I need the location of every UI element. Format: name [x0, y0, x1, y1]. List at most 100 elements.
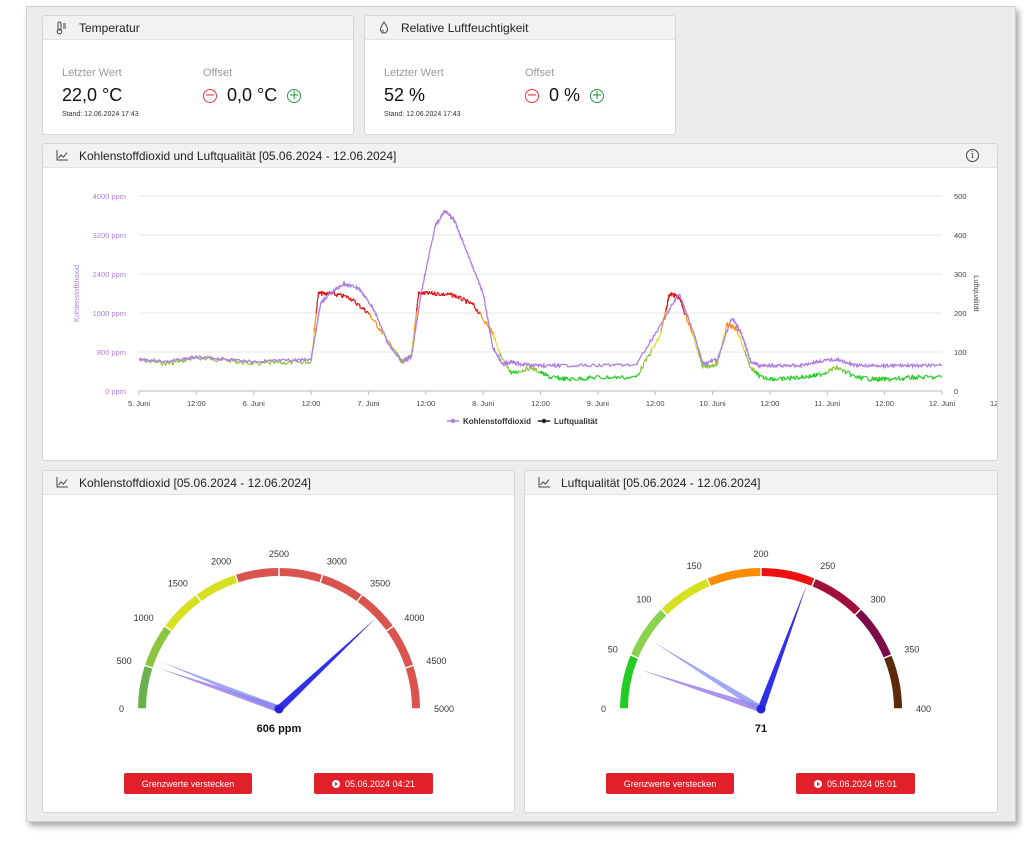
aq-hide-limits-button[interactable]: Grenzwerte verstecken: [606, 773, 734, 794]
aq-line-segment: [535, 368, 538, 373]
aq-line-segment: [460, 295, 462, 301]
aq-line-segment: [919, 375, 921, 378]
aq-line-segment: [737, 334, 740, 337]
x-tick-label: 12. Juni: [929, 399, 956, 408]
aq-line-segment: [367, 311, 369, 314]
info-icon[interactable]: i: [966, 149, 979, 162]
aq-line-segment: [352, 298, 355, 301]
aq-line-segment: [888, 379, 891, 382]
aq-line-segment: [339, 292, 342, 295]
aq-line-segment: [843, 369, 845, 371]
aq-line-segment: [684, 313, 686, 315]
aq-line-segment: [425, 291, 427, 294]
aq-line-segment: [427, 292, 430, 295]
aq-line-segment: [366, 310, 369, 313]
aq-line-segment: [806, 375, 808, 378]
gauge-tick-label: 1500: [168, 579, 188, 589]
co2-time-button[interactable]: 05.06.2024 04:21: [314, 773, 433, 794]
aq-line-segment: [395, 349, 397, 354]
aq-line-segment: [763, 377, 766, 380]
aq-line-segment: [870, 379, 873, 382]
legend-co2-label[interactable]: Kohlenstoffdioxid: [463, 417, 531, 426]
combined-chart-header: Kohlenstoffdioxid und Luftqualität [05.0…: [43, 144, 997, 168]
aq-line-segment: [789, 378, 791, 381]
aq-line-segment: [683, 309, 685, 314]
aq-line-segment: [936, 375, 939, 378]
y-left-tick-label: 800 ppm: [97, 348, 126, 357]
aq-line-segment: [376, 323, 378, 328]
aq-line-segment: [524, 366, 527, 372]
aq-line-segment: [269, 361, 272, 365]
aq-line-segment: [689, 326, 692, 330]
co2-time-label: 05.06.2024 04:21: [344, 778, 416, 789]
combined-line-chart: 0 ppm 0 800 ppm 100 1600 ppm 200 2400 ppm 300 32…: [72, 192, 998, 426]
aq-line-segment: [548, 377, 551, 380]
aq-line-segment: [805, 374, 808, 377]
aq-line-segment: [896, 378, 899, 381]
humidity-offset-minus-button[interactable]: −: [525, 88, 539, 103]
legend-aq-label[interactable]: Luftqualität: [554, 417, 598, 426]
co2-hide-limits-button[interactable]: Grenzwerte verstecken: [124, 773, 252, 794]
gauge-tick: [144, 664, 153, 669]
x-tick-label: 5. Juni: [128, 399, 150, 408]
aq-line-segment: [858, 375, 860, 379]
aq-line-segment: [372, 318, 374, 321]
gauge-tick-label: 2500: [269, 549, 289, 559]
line-chart-icon: [55, 149, 69, 163]
aq-line-segment: [158, 360, 160, 363]
x-tick-label: 10. Juni: [699, 399, 726, 408]
aq-line-segment: [742, 345, 745, 350]
aq-line-segment: [917, 374, 921, 378]
gauge-tick-label: 4000: [404, 613, 424, 623]
aq-line-segment: [621, 375, 625, 379]
aq-time-button[interactable]: 05.06.2024 05:01: [796, 773, 915, 794]
gauge-tick: [356, 594, 363, 602]
temperature-offset-plus-button[interactable]: +: [287, 88, 302, 103]
aq-line-segment: [217, 360, 220, 362]
temperature-offset-control: − 0,0 °C +: [203, 85, 302, 106]
aq-line-segment: [760, 374, 762, 377]
gauge-tick: [660, 608, 668, 616]
aq-line-segment: [391, 344, 393, 348]
aq-line-segment: [899, 379, 901, 381]
aq-line-segment: [807, 376, 809, 379]
aq-line-segment: [369, 312, 372, 316]
aq-line-segment: [369, 315, 372, 319]
temperature-offset-label: Offset: [203, 67, 233, 79]
gauge-band: [811, 578, 861, 615]
aq-line-segment: [903, 377, 906, 380]
aq-line-segment: [830, 368, 832, 371]
aq-line-segment: [746, 354, 748, 358]
series-kohlenstoffdioxid: [138, 209, 943, 370]
x-tick-label: 12:00: [990, 399, 998, 408]
aq-line-segment: [813, 373, 816, 378]
aq-line-segment: [473, 302, 475, 307]
legend-co2-marker: [450, 418, 456, 424]
aq-line-segment: [357, 302, 359, 305]
gauge-tick-label: 150: [687, 561, 702, 571]
aq-line-segment: [469, 301, 472, 303]
aq-line-segment: [467, 300, 470, 304]
aq-line-segment: [449, 293, 452, 296]
gauge-tick-label: 1000: [134, 613, 154, 623]
aq-line-segment: [882, 376, 885, 379]
aq-line-segment: [479, 311, 481, 314]
aq-line-segment: [399, 360, 402, 363]
aq-line-segment: [309, 361, 312, 364]
aq-line-segment: [796, 375, 798, 378]
x-tick-label: 12:00: [761, 399, 780, 408]
thermometer-icon: [55, 21, 69, 35]
temperature-offset-minus-button[interactable]: −: [203, 88, 217, 103]
aq-line-segment: [854, 375, 856, 378]
gauge-tick-label: 0: [601, 704, 606, 714]
aq-line-segment: [458, 295, 461, 297]
gauge-tick: [811, 578, 816, 587]
aq-line-segment: [711, 363, 714, 366]
aq-line-segment: [631, 375, 634, 378]
humidity-offset-plus-button[interactable]: +: [590, 88, 605, 103]
aq-line-segment: [630, 375, 633, 379]
aq-line-segment: [544, 372, 547, 375]
y-right-tick-label: 400: [954, 231, 967, 240]
aq-line-segment: [559, 377, 562, 380]
aq-line-segment: [833, 366, 836, 370]
